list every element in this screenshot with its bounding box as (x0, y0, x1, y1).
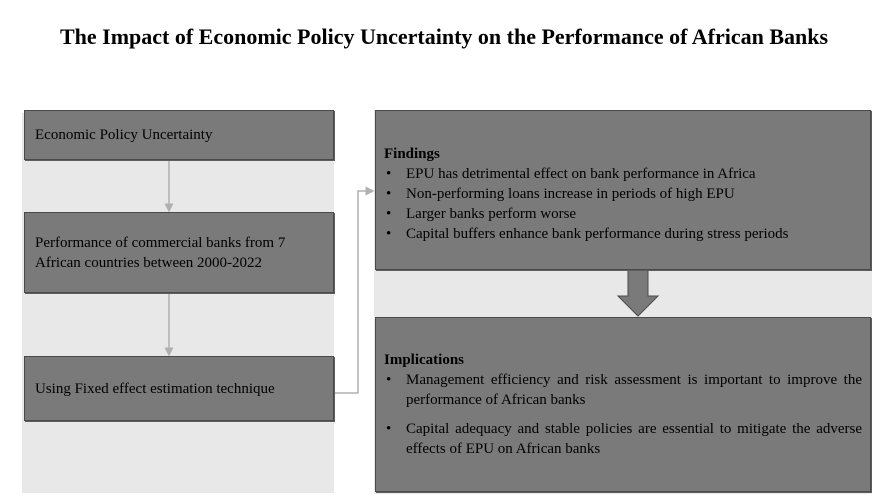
epu-box: Economic Policy Uncertainty (24, 110, 334, 160)
bank-performance-box: Performance of commercial banks from 7 A… (24, 212, 334, 293)
implications-box: Implications Management efficiency and r… (375, 317, 871, 492)
findings-item: EPU has detrimental effect on bank perfo… (384, 164, 862, 184)
fixed-effect-method-box-label: Using Fixed effect estimation technique (35, 380, 275, 397)
arrow-method-to-findings (335, 186, 375, 394)
findings-item: Capital buffers enhance bank performance… (384, 224, 862, 244)
implications-item: Management efficiency and risk assessmen… (384, 370, 862, 410)
findings-list: EPU has detrimental effect on bank perfo… (384, 164, 862, 244)
findings-item: Larger banks perform worse (384, 204, 862, 224)
implications-heading: Implications (384, 352, 465, 368)
findings-box: Findings EPU has detrimental effect on b… (375, 110, 871, 270)
implications-list: Management efficiency and risk assessmen… (384, 370, 862, 459)
findings-heading: Findings (384, 146, 440, 162)
bank-performance-box-label: Performance of commercial banks from 7 A… (35, 234, 286, 271)
implications-item: Capital adequacy and stable policies are… (384, 419, 862, 459)
fixed-effect-method-box: Using Fixed effect estimation technique (24, 356, 334, 421)
epu-box-label: Economic Policy Uncertainty (35, 127, 213, 143)
left-panel-background (22, 113, 334, 493)
findings-item: Non-performing loans increase in periods… (384, 184, 862, 204)
diagram-title: The Impact of Economic Policy Uncertaint… (59, 24, 829, 49)
